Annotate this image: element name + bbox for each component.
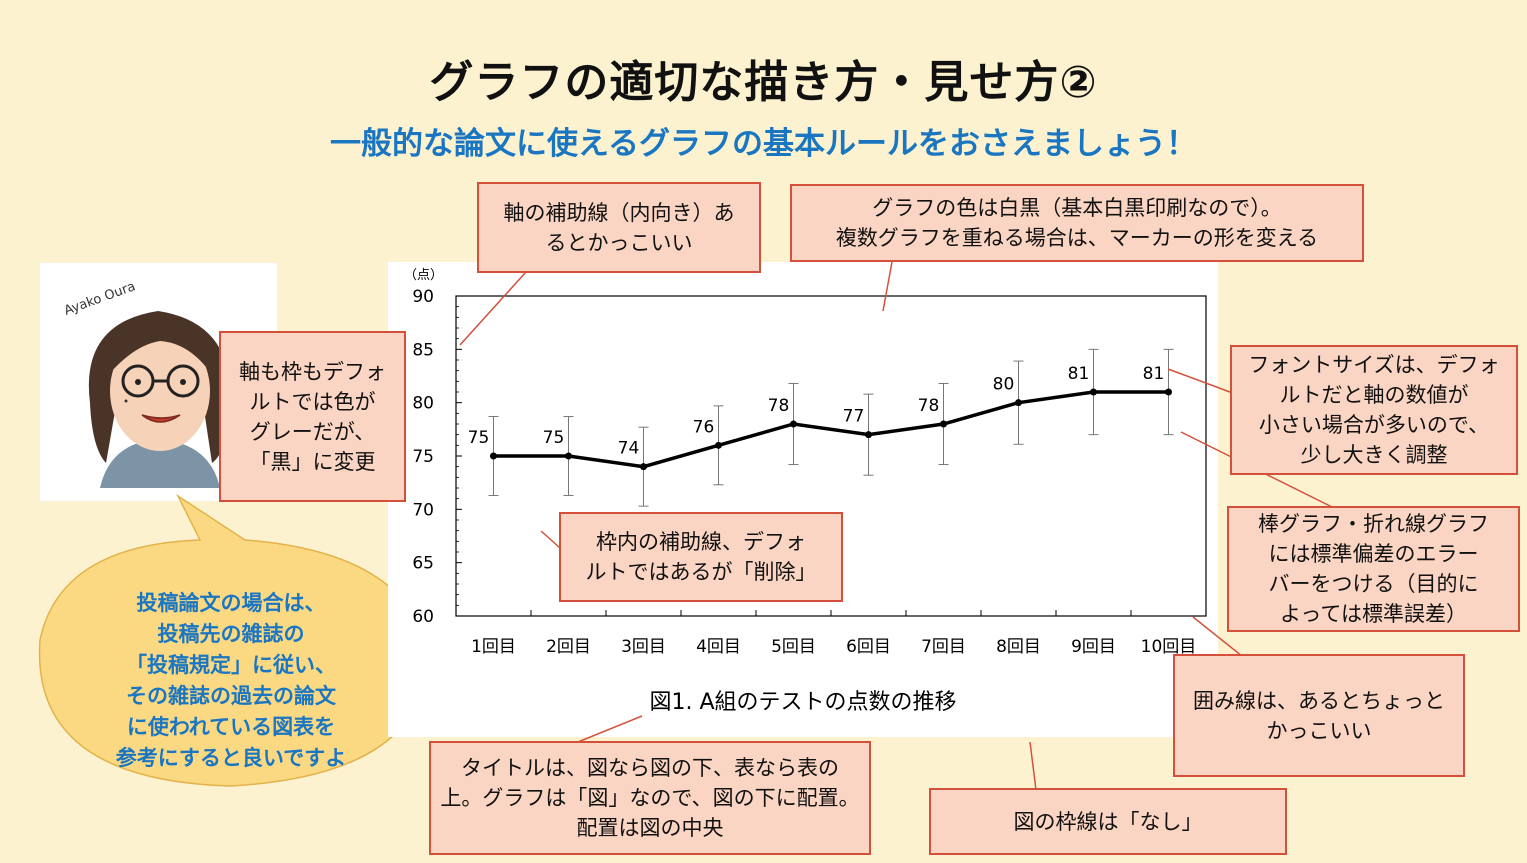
y-tick-label: 70	[412, 500, 434, 520]
chart-title: 図1. A組のテストの点数の推移	[649, 690, 956, 715]
data-point	[715, 441, 722, 449]
callout-font-size: フォントサイズは、デフォ ルトだと軸の数値が 小さい場合が多いので、 少し大きく…	[1230, 345, 1518, 475]
callout-gridlines: 枠内の補助線、デフォ ルトではあるが「削除」	[559, 512, 843, 602]
callout-error-bars: 棒グラフ・折れ線グラフ には標準偏差のエラー バーをつける（目的に よっては標準…	[1227, 506, 1520, 632]
data-point	[565, 452, 572, 460]
x-tick-label: 7回目	[921, 637, 966, 657]
data-point	[640, 463, 647, 471]
chart-panel: 60 65 70 75 80 85 90 1回目 2回目 3回目 4回目 5回目 6回目 7回目 8回目 9回…	[388, 262, 1218, 737]
bubble-advice-text: 投稿論文の場合は、 投稿先の雑誌の 「投稿規定」に従い、 その雑誌の過去の論文 …	[115, 591, 347, 770]
x-tick-label: 2回目	[546, 637, 591, 657]
data-point	[1165, 388, 1172, 396]
data-point	[490, 452, 497, 460]
callout-axis-frame-color: 軸も枠もデフォ ルトでは色が グレーだが、 「黒」に変更	[219, 331, 406, 502]
x-tick-label: 3回目	[621, 637, 666, 657]
x-tick-label: 1回目	[471, 637, 516, 657]
data-label: 75	[468, 428, 490, 448]
data-label: 81	[1068, 364, 1090, 384]
x-tick-label: 9回目	[1071, 637, 1116, 657]
callout-axis-minor-ticks: 軸の補助線（内向き）あ るとかっこいい	[477, 182, 761, 273]
data-point	[865, 431, 872, 439]
callout-frame-line: 囲み線は、あるとちょっと かっこいい	[1173, 654, 1465, 777]
callout-graph-color: グラフの色は白黒（基本白黒印刷なので）。 複数グラフを重ねる場合は、マーカーの形…	[790, 184, 1364, 262]
y-tick-label: 90	[412, 287, 434, 307]
y-tick-label: 60	[412, 607, 434, 627]
x-tick-label: 10回目	[1141, 637, 1197, 657]
data-label: 76	[693, 417, 715, 437]
x-tick-label: 4回目	[696, 637, 741, 657]
y-tick-label: 65	[412, 554, 434, 574]
data-label: 81	[1143, 364, 1165, 384]
data-label: 78	[768, 396, 790, 416]
data-label: 74	[618, 439, 640, 459]
data-label: 75	[543, 428, 565, 448]
data-point	[940, 420, 947, 428]
x-tick-label: 8回目	[996, 637, 1041, 657]
data-label: 80	[993, 375, 1015, 395]
callout-title-position: タイトルは、図なら図の下、表なら表の 上。グラフは「図」なので、図の下に配置。 …	[429, 741, 871, 855]
slide-subtitle: 一般的な論文に使えるグラフの基本ルールをおさえましょう！	[329, 126, 1198, 162]
slide-title: グラフの適切な描き方・見せ方②	[429, 57, 1098, 108]
x-tick-label: 5回目	[771, 637, 816, 657]
y-tick-label: 85	[412, 340, 434, 360]
data-label: 77	[843, 407, 865, 427]
portrait-drawing: Ayako Oura	[62, 279, 231, 488]
y-tick-label: 75	[412, 447, 434, 467]
callout-figure-border: 図の枠線は「なし」	[929, 788, 1287, 855]
y-axis-unit-label: （点）	[404, 268, 443, 283]
x-tick-label: 6回目	[846, 637, 891, 657]
data-point	[790, 420, 797, 428]
y-tick-label: 80	[412, 394, 434, 414]
data-label: 78	[918, 396, 940, 416]
series-line	[493, 390, 1169, 469]
data-point	[1090, 388, 1097, 396]
line-chart: 60 65 70 75 80 85 90 1回目 2回目 3回目 4回目 5回目 6回目 7回目 8回目 9回…	[404, 268, 1207, 715]
data-point	[1015, 399, 1022, 407]
